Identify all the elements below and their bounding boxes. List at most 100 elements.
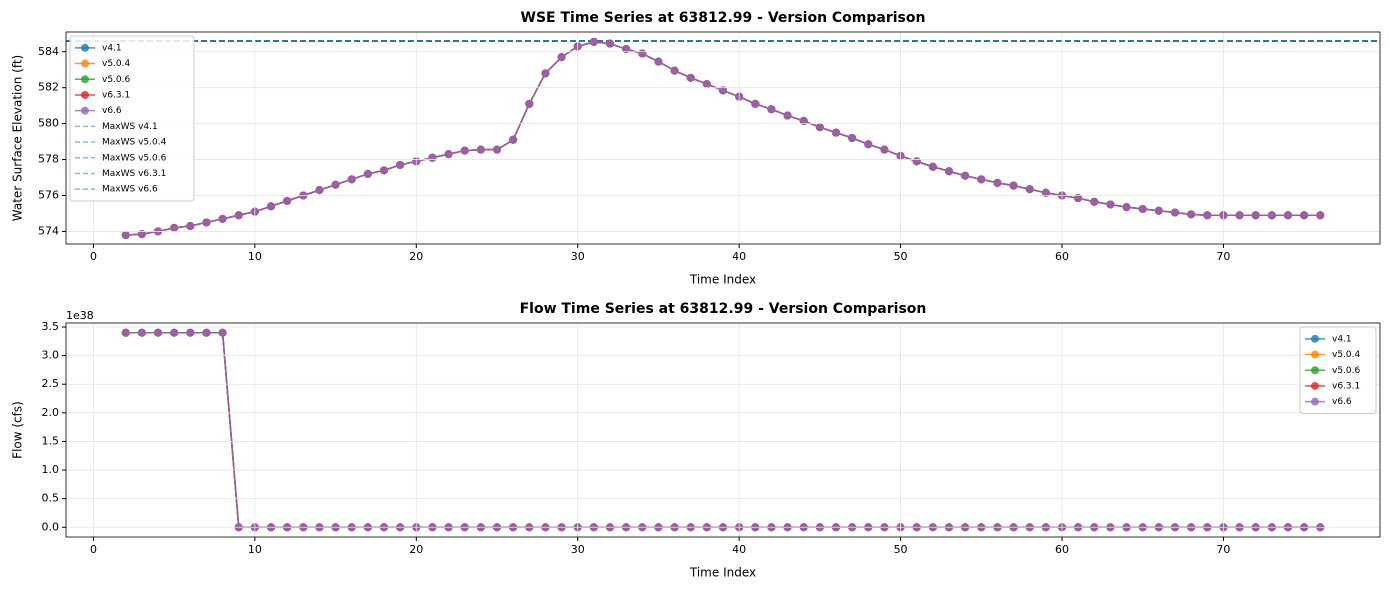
data-point: [670, 66, 679, 75]
legend-label: v4.1: [1332, 334, 1352, 344]
data-point: [121, 328, 130, 337]
y-tick-label: 0.0: [42, 520, 60, 533]
data-point: [137, 328, 146, 337]
data-point: [880, 145, 889, 154]
data-point: [1090, 197, 1099, 206]
y-axis-label: Flow (cfs): [11, 401, 25, 459]
data-point: [1009, 181, 1018, 190]
data-point: [137, 230, 146, 239]
data-point: [961, 171, 970, 180]
data-point: [1267, 211, 1276, 220]
data-point: [170, 223, 179, 232]
legend-label: MaxWS v4.1: [102, 122, 158, 132]
data-point: [719, 86, 727, 95]
data-point: [912, 157, 921, 166]
plot-area: [121, 328, 1325, 532]
data-point: [1187, 210, 1196, 219]
data-point: [622, 45, 631, 54]
data-point: [767, 105, 776, 114]
legend-marker: [81, 59, 89, 68]
y-tick-label: 0.5: [42, 492, 60, 505]
data-point: [606, 39, 615, 48]
data-point: [702, 80, 711, 89]
data-point: [460, 146, 469, 155]
data-point: [186, 222, 195, 231]
data-point: [1203, 211, 1212, 220]
data-point: [331, 180, 340, 189]
x-tick-label: 30: [571, 543, 585, 556]
legend-label: MaxWS v5.0.4: [102, 138, 167, 148]
legend-marker: [1311, 366, 1319, 375]
series-line: [125, 331, 1321, 529]
data-point: [347, 175, 356, 184]
x-tick-label: 0: [90, 543, 97, 556]
data-point: [234, 211, 243, 220]
y-tick-label: 2.5: [42, 377, 60, 390]
legend-marker: [81, 90, 89, 99]
x-tick-label: 50: [894, 543, 908, 556]
legend-label: v6.3.1: [102, 90, 130, 100]
legend-marker: [81, 43, 89, 52]
data-point: [267, 202, 276, 211]
y-tick-label: 584: [38, 45, 59, 58]
legend-label: v6.3.1: [1332, 381, 1360, 391]
data-point: [476, 145, 485, 154]
data-point: [1251, 211, 1260, 220]
legend-label: v4.1: [102, 43, 122, 53]
y-offset-label: 1e38: [66, 309, 94, 322]
axes-frame: [65, 322, 1381, 538]
y-tick-label: 2.0: [42, 406, 60, 419]
data-point: [831, 128, 840, 137]
data-point: [541, 69, 550, 78]
legend-label: MaxWS v6.6: [102, 185, 158, 195]
axes-frame: [65, 31, 1381, 245]
y-tick-label: 3.5: [42, 320, 60, 333]
chart-title: Flow Time Series at 63812.99 - Version C…: [520, 301, 927, 317]
data-point: [1106, 200, 1115, 209]
data-point: [864, 140, 873, 149]
y-axis-label: Water Surface Elevation (ft): [11, 55, 25, 221]
x-tick-label: 30: [571, 250, 585, 263]
legend-label: v5.0.4: [1332, 350, 1361, 360]
legend-marker: [81, 106, 89, 115]
x-tick-label: 0: [90, 250, 97, 263]
data-point: [525, 99, 534, 108]
x-tick-label: 70: [1216, 250, 1230, 263]
data-point: [638, 49, 647, 58]
data-point: [944, 167, 953, 176]
data-point: [815, 123, 824, 132]
x-tick-label: 40: [732, 543, 746, 556]
x-tick-label: 10: [248, 250, 262, 263]
legend-label: v5.0.4: [102, 59, 131, 69]
y-tick-label: 578: [38, 153, 59, 166]
data-point: [1025, 185, 1034, 194]
data-point: [444, 150, 453, 159]
legend-marker: [1311, 334, 1319, 343]
data-point: [315, 186, 324, 195]
data-point: [283, 196, 292, 205]
data-point: [1235, 211, 1244, 220]
y-tick-label: 1.5: [42, 434, 60, 447]
data-point: [848, 134, 857, 142]
x-tick-label: 40: [732, 250, 746, 263]
data-point: [1170, 208, 1179, 217]
data-point: [509, 135, 518, 144]
data-point: [1316, 211, 1325, 220]
legend-marker: [81, 75, 89, 84]
data-point: [363, 169, 372, 178]
x-axis-label: Time Index: [689, 566, 756, 580]
data-point: [783, 111, 792, 120]
x-tick-label: 60: [1055, 543, 1069, 556]
y-tick-label: 1.0: [42, 463, 60, 476]
data-point: [1138, 204, 1147, 213]
plot-area: [66, 37, 1380, 240]
legend-label: MaxWS v5.0.6: [102, 153, 167, 163]
data-point: [218, 328, 227, 337]
x-tick-label: 20: [409, 543, 423, 556]
legend-label: MaxWS v6.3.1: [102, 169, 166, 179]
data-point: [589, 37, 598, 46]
data-point: [428, 153, 437, 162]
x-tick-label: 10: [248, 543, 262, 556]
data-point: [121, 231, 130, 240]
legend-box: [69, 35, 195, 202]
